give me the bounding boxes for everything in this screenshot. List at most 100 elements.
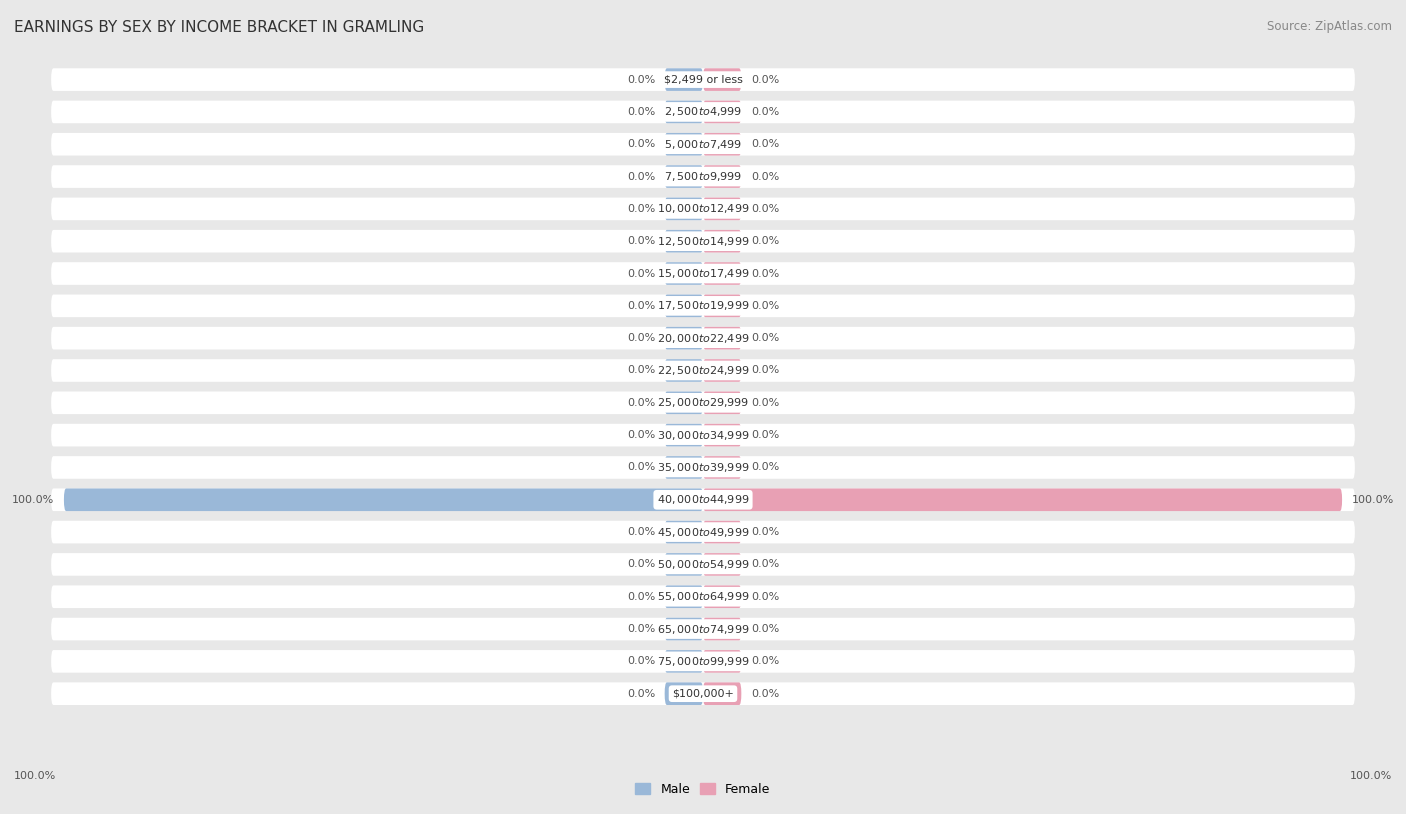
FancyBboxPatch shape [703, 198, 741, 221]
FancyBboxPatch shape [665, 650, 703, 672]
Text: 0.0%: 0.0% [751, 430, 779, 440]
FancyBboxPatch shape [51, 198, 1355, 221]
FancyBboxPatch shape [703, 553, 741, 575]
Text: $35,000 to $39,999: $35,000 to $39,999 [657, 461, 749, 474]
Text: 0.0%: 0.0% [627, 527, 655, 537]
Text: 0.0%: 0.0% [751, 527, 779, 537]
FancyBboxPatch shape [665, 424, 703, 446]
FancyBboxPatch shape [703, 682, 741, 705]
Text: 0.0%: 0.0% [627, 592, 655, 602]
Text: 0.0%: 0.0% [627, 656, 655, 667]
Text: 0.0%: 0.0% [751, 139, 779, 149]
FancyBboxPatch shape [51, 68, 1355, 91]
FancyBboxPatch shape [51, 521, 1355, 544]
Text: $17,500 to $19,999: $17,500 to $19,999 [657, 300, 749, 313]
FancyBboxPatch shape [665, 618, 703, 641]
FancyBboxPatch shape [665, 585, 703, 608]
Text: 0.0%: 0.0% [627, 107, 655, 117]
Text: 0.0%: 0.0% [751, 236, 779, 246]
FancyBboxPatch shape [703, 456, 741, 479]
FancyBboxPatch shape [51, 682, 1355, 705]
FancyBboxPatch shape [703, 68, 741, 91]
FancyBboxPatch shape [665, 101, 703, 123]
FancyBboxPatch shape [51, 262, 1355, 285]
Text: $2,499 or less: $2,499 or less [664, 75, 742, 85]
Text: 0.0%: 0.0% [627, 559, 655, 570]
Text: 0.0%: 0.0% [627, 301, 655, 311]
Text: 0.0%: 0.0% [751, 624, 779, 634]
FancyBboxPatch shape [703, 618, 741, 641]
Text: 0.0%: 0.0% [751, 75, 779, 85]
FancyBboxPatch shape [703, 488, 1343, 511]
Text: 0.0%: 0.0% [627, 365, 655, 375]
Text: 0.0%: 0.0% [627, 139, 655, 149]
FancyBboxPatch shape [665, 521, 703, 544]
Text: $7,500 to $9,999: $7,500 to $9,999 [664, 170, 742, 183]
Text: $10,000 to $12,499: $10,000 to $12,499 [657, 203, 749, 216]
FancyBboxPatch shape [51, 327, 1355, 349]
Text: 0.0%: 0.0% [627, 398, 655, 408]
FancyBboxPatch shape [665, 359, 703, 382]
Text: 0.0%: 0.0% [751, 592, 779, 602]
FancyBboxPatch shape [665, 262, 703, 285]
FancyBboxPatch shape [51, 456, 1355, 479]
FancyBboxPatch shape [51, 553, 1355, 575]
Text: 100.0%: 100.0% [1351, 495, 1393, 505]
Text: 0.0%: 0.0% [751, 689, 779, 698]
FancyBboxPatch shape [703, 295, 741, 317]
Text: 100.0%: 100.0% [13, 495, 55, 505]
Text: 0.0%: 0.0% [751, 107, 779, 117]
Text: 0.0%: 0.0% [751, 172, 779, 182]
FancyBboxPatch shape [63, 488, 703, 511]
FancyBboxPatch shape [665, 165, 703, 188]
FancyBboxPatch shape [665, 682, 703, 705]
Text: $50,000 to $54,999: $50,000 to $54,999 [657, 558, 749, 571]
Text: $20,000 to $22,499: $20,000 to $22,499 [657, 331, 749, 344]
Legend: Male, Female: Male, Female [631, 779, 775, 799]
Text: 0.0%: 0.0% [627, 624, 655, 634]
Text: $100,000+: $100,000+ [672, 689, 734, 698]
Text: $45,000 to $49,999: $45,000 to $49,999 [657, 526, 749, 539]
FancyBboxPatch shape [51, 295, 1355, 317]
FancyBboxPatch shape [665, 133, 703, 155]
FancyBboxPatch shape [703, 650, 741, 672]
FancyBboxPatch shape [703, 101, 741, 123]
Text: 0.0%: 0.0% [751, 204, 779, 214]
Text: $40,000 to $44,999: $40,000 to $44,999 [657, 493, 749, 506]
FancyBboxPatch shape [51, 133, 1355, 155]
Text: Source: ZipAtlas.com: Source: ZipAtlas.com [1267, 20, 1392, 33]
FancyBboxPatch shape [703, 392, 741, 414]
FancyBboxPatch shape [665, 456, 703, 479]
FancyBboxPatch shape [51, 230, 1355, 252]
Text: 100.0%: 100.0% [1350, 772, 1392, 781]
Text: 100.0%: 100.0% [14, 772, 56, 781]
FancyBboxPatch shape [665, 327, 703, 349]
Text: 0.0%: 0.0% [627, 172, 655, 182]
FancyBboxPatch shape [703, 359, 741, 382]
Text: $15,000 to $17,499: $15,000 to $17,499 [657, 267, 749, 280]
Text: 0.0%: 0.0% [627, 430, 655, 440]
FancyBboxPatch shape [665, 392, 703, 414]
Text: 0.0%: 0.0% [627, 333, 655, 344]
FancyBboxPatch shape [51, 650, 1355, 672]
FancyBboxPatch shape [51, 488, 1355, 511]
FancyBboxPatch shape [703, 424, 741, 446]
Text: 0.0%: 0.0% [751, 333, 779, 344]
Text: 0.0%: 0.0% [751, 301, 779, 311]
Text: 0.0%: 0.0% [627, 75, 655, 85]
Text: 0.0%: 0.0% [627, 269, 655, 278]
Text: 0.0%: 0.0% [751, 462, 779, 472]
FancyBboxPatch shape [51, 585, 1355, 608]
FancyBboxPatch shape [51, 101, 1355, 123]
Text: $2,500 to $4,999: $2,500 to $4,999 [664, 106, 742, 118]
Text: $25,000 to $29,999: $25,000 to $29,999 [657, 396, 749, 409]
Text: 0.0%: 0.0% [751, 398, 779, 408]
FancyBboxPatch shape [703, 165, 741, 188]
FancyBboxPatch shape [703, 262, 741, 285]
Text: $22,500 to $24,999: $22,500 to $24,999 [657, 364, 749, 377]
FancyBboxPatch shape [665, 295, 703, 317]
Text: 0.0%: 0.0% [751, 656, 779, 667]
Text: $5,000 to $7,499: $5,000 to $7,499 [664, 138, 742, 151]
FancyBboxPatch shape [51, 359, 1355, 382]
Text: 0.0%: 0.0% [627, 689, 655, 698]
